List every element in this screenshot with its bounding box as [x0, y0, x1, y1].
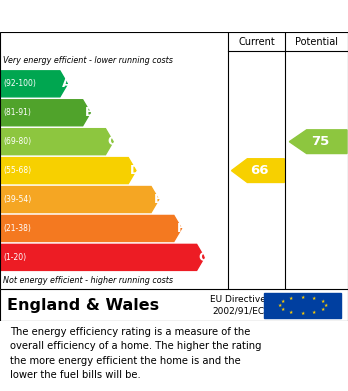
Text: Current: Current — [238, 37, 275, 47]
Text: B: B — [85, 106, 94, 119]
Text: Not energy efficient - higher running costs: Not energy efficient - higher running co… — [3, 276, 173, 285]
Text: 66: 66 — [250, 164, 269, 177]
Text: ★: ★ — [281, 307, 285, 312]
Text: (21-38): (21-38) — [3, 224, 31, 233]
FancyArrow shape — [0, 215, 182, 242]
Text: ★: ★ — [289, 296, 293, 301]
Bar — [264, 292, 341, 318]
Text: ★: ★ — [301, 310, 305, 316]
Text: D: D — [129, 164, 140, 177]
FancyArrow shape — [0, 158, 136, 184]
Text: ★: ★ — [289, 310, 293, 314]
Text: F: F — [177, 222, 185, 235]
Text: G: G — [198, 251, 208, 264]
Text: (69-80): (69-80) — [3, 137, 32, 146]
FancyArrow shape — [231, 159, 284, 183]
Text: (55-68): (55-68) — [3, 166, 32, 175]
FancyArrow shape — [0, 187, 159, 213]
Text: (81-91): (81-91) — [3, 108, 31, 117]
Text: EU Directive
2002/91/EC: EU Directive 2002/91/EC — [211, 295, 266, 316]
FancyArrow shape — [0, 129, 113, 155]
Text: 75: 75 — [311, 135, 329, 148]
Text: E: E — [154, 193, 163, 206]
Text: Energy Efficiency Rating: Energy Efficiency Rating — [10, 9, 213, 23]
Text: Very energy efficient - lower running costs: Very energy efficient - lower running co… — [3, 56, 173, 65]
Text: Potential: Potential — [295, 37, 338, 47]
Text: ★: ★ — [281, 299, 285, 304]
Text: C: C — [108, 135, 117, 148]
FancyArrow shape — [289, 130, 347, 154]
FancyArrow shape — [0, 244, 204, 271]
Text: ★: ★ — [278, 303, 282, 308]
Text: The energy efficiency rating is a measure of the
overall efficiency of a home. T: The energy efficiency rating is a measur… — [10, 327, 262, 380]
Text: England & Wales: England & Wales — [7, 298, 159, 313]
Text: (1-20): (1-20) — [3, 253, 26, 262]
FancyArrow shape — [0, 100, 90, 126]
Text: (39-54): (39-54) — [3, 195, 32, 204]
Text: A: A — [62, 77, 71, 90]
Text: ★: ★ — [321, 307, 325, 312]
Text: (92-100): (92-100) — [3, 79, 36, 88]
Text: ★: ★ — [324, 303, 328, 308]
Text: ★: ★ — [301, 295, 305, 300]
Text: ★: ★ — [321, 299, 325, 304]
FancyArrow shape — [0, 71, 68, 97]
Text: ★: ★ — [312, 310, 316, 314]
Text: ★: ★ — [312, 296, 316, 301]
